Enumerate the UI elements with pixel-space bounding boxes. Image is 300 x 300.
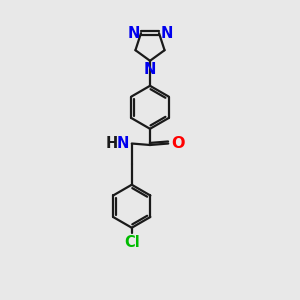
Text: H: H xyxy=(105,136,118,151)
Text: N: N xyxy=(160,26,173,40)
Text: N: N xyxy=(116,136,129,151)
Text: Cl: Cl xyxy=(124,236,140,250)
Text: O: O xyxy=(171,136,185,151)
Text: N: N xyxy=(144,62,156,77)
Text: N: N xyxy=(127,26,140,40)
